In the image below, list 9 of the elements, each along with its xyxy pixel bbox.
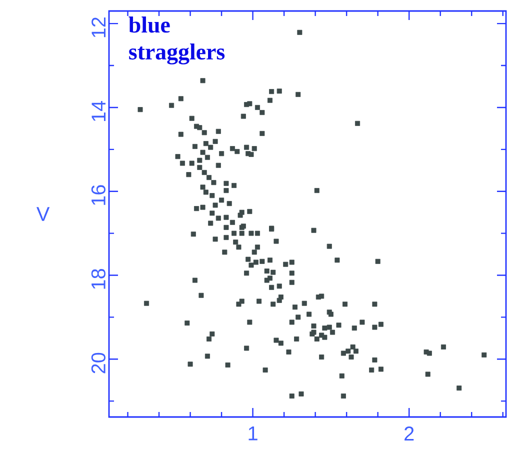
y-tick-label: 18 bbox=[91, 269, 106, 289]
x-tick-label: 1 bbox=[248, 426, 258, 440]
annotation: blue stragglers bbox=[128, 16, 225, 64]
y-tick-label: 20 bbox=[91, 352, 106, 374]
y-tick-label: 12 bbox=[92, 18, 106, 38]
y-axis-title: V bbox=[36, 207, 50, 221]
y-tick-label: 16 bbox=[91, 185, 106, 205]
y-tick-label: 14 bbox=[92, 100, 106, 122]
x-tick-label: 2 bbox=[404, 426, 414, 440]
